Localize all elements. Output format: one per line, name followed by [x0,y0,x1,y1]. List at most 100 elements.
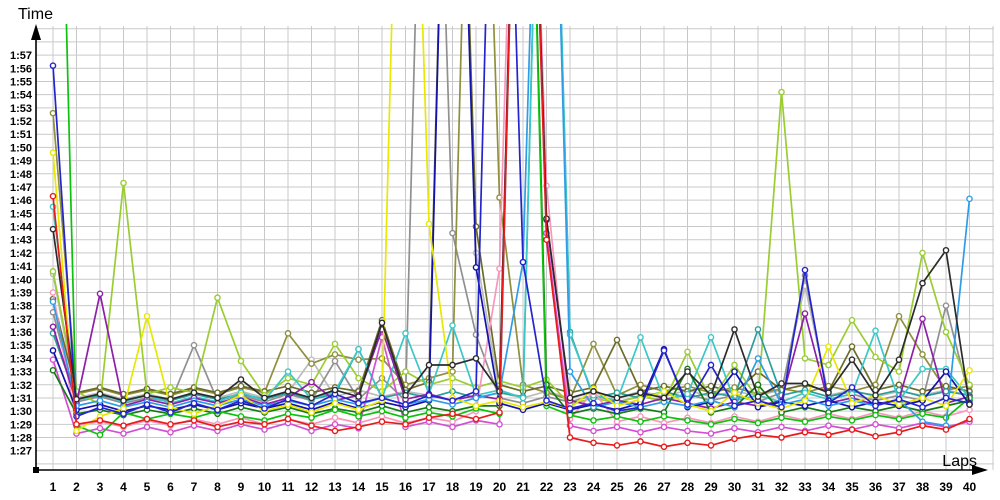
data-point[interactable] [872,421,879,428]
data-point[interactable] [872,402,879,410]
data-point[interactable] [308,389,315,396]
data-point[interactable] [754,419,762,427]
data-point[interactable] [190,417,198,424]
data-point[interactable] [543,397,550,404]
data-point[interactable] [190,341,198,349]
data-point[interactable] [754,355,762,362]
data-point[interactable] [49,298,57,305]
data-point[interactable] [355,406,362,414]
data-point[interactable] [895,312,903,320]
data-point[interactable] [825,361,832,369]
data-point[interactable] [825,431,832,439]
data-point[interactable] [778,88,785,96]
data-point[interactable] [966,415,973,423]
data-point[interactable] [778,380,785,387]
data-point[interactable] [355,423,362,431]
data-point[interactable] [214,394,221,402]
data-point[interactable] [801,428,809,436]
data-point[interactable] [284,410,292,418]
data-point[interactable] [848,399,856,407]
data-point[interactable] [519,403,527,411]
data-point[interactable] [284,401,292,408]
data-point[interactable] [237,397,245,404]
data-point[interactable] [613,423,621,431]
data-point[interactable] [731,361,738,369]
data-point[interactable] [566,434,574,441]
data-point[interactable] [637,389,644,396]
data-point[interactable] [261,405,268,412]
data-point[interactable] [143,312,151,320]
data-point[interactable] [96,403,104,411]
series-line-lightgreen[interactable] [52,91,971,406]
data-point[interactable] [214,389,221,396]
data-point[interactable] [590,439,597,447]
data-point[interactable] [214,406,221,414]
data-point[interactable] [754,393,762,400]
series-olive[interactable] [49,0,973,398]
data-point[interactable] [355,345,362,353]
data-point[interactable] [120,430,127,437]
data-point[interactable] [378,407,386,415]
data-point[interactable] [355,374,362,382]
series-line-dodgerblue[interactable] [52,0,971,427]
data-point[interactable] [942,388,950,395]
data-point[interactable] [237,357,245,365]
data-point[interactable] [848,384,856,391]
data-point[interactable] [966,366,973,374]
data-point[interactable] [96,431,104,439]
data-point[interactable] [566,394,574,402]
data-point[interactable] [331,427,339,435]
data-point[interactable] [167,390,174,398]
data-point[interactable] [848,426,856,433]
data-point[interactable] [942,394,950,402]
data-point[interactable] [167,428,174,436]
data-point[interactable] [660,347,668,354]
data-point[interactable] [895,381,903,389]
data-point[interactable] [707,397,715,404]
data-point[interactable] [167,403,174,411]
data-point[interactable] [472,394,480,402]
data-point[interactable] [660,413,668,420]
data-point[interactable] [613,418,621,425]
data-point[interactable] [825,399,832,407]
data-point[interactable] [449,410,456,418]
series-blue[interactable] [49,0,973,420]
data-point[interactable] [801,418,809,425]
data-point[interactable] [96,290,104,298]
series-black[interactable] [49,0,973,408]
data-point[interactable] [637,413,644,420]
data-point[interactable] [190,389,198,396]
data-point[interactable] [308,394,315,402]
data-point[interactable] [472,402,480,410]
data-point[interactable] [308,378,315,386]
data-point[interactable] [167,384,174,391]
data-point[interactable] [707,392,715,399]
data-point[interactable] [754,431,762,439]
data-point[interactable] [49,366,57,374]
data-point[interactable] [895,401,903,408]
data-point[interactable] [284,382,292,390]
series-purple[interactable] [49,0,973,412]
data-point[interactable] [331,406,339,414]
data-point[interactable] [731,368,738,375]
data-point[interactable] [731,326,738,333]
data-point[interactable] [919,422,926,429]
data-point[interactable] [378,418,386,425]
data-point[interactable] [848,316,856,324]
series-line-black[interactable] [52,0,971,405]
data-point[interactable] [284,374,292,382]
data-point[interactable] [143,392,151,399]
data-point[interactable] [919,410,926,418]
data-point[interactable] [919,394,926,402]
data-point[interactable] [848,343,856,350]
data-point[interactable] [543,236,550,244]
data-point[interactable] [707,430,715,437]
data-point[interactable] [73,421,80,428]
data-point[interactable] [496,265,503,273]
data-point[interactable] [731,435,738,443]
data-point[interactable] [613,413,621,420]
series-line-olive[interactable] [52,0,970,395]
data-point[interactable] [284,368,292,375]
data-point[interactable] [49,289,57,296]
data-point[interactable] [942,368,950,375]
